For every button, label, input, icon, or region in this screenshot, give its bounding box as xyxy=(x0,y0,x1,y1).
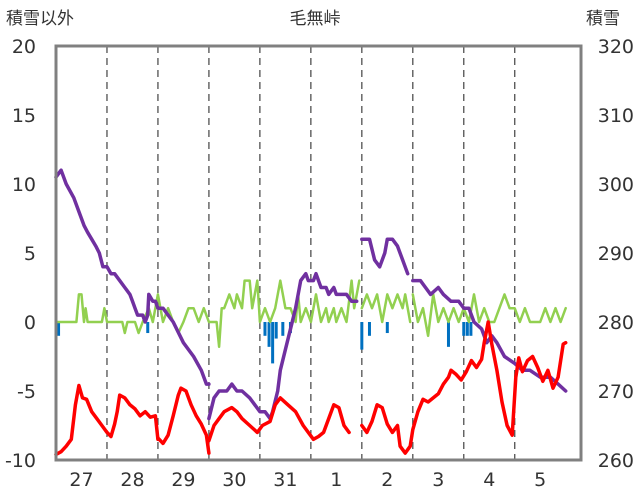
wind-line xyxy=(54,279,361,349)
precipitation-bar xyxy=(281,322,285,336)
x-tick-label: 4 xyxy=(483,469,495,491)
x-tick-label: 3 xyxy=(432,469,444,491)
precipitation-bar xyxy=(385,322,389,334)
precipitation-bar xyxy=(267,322,271,347)
snow_depth-line xyxy=(207,271,359,421)
right-tick-label: 270 xyxy=(598,381,634,403)
right-tick-label: 280 xyxy=(598,312,634,334)
x-tick-label: 5 xyxy=(534,469,546,491)
temperature-line xyxy=(156,386,211,455)
x-tick-label: 29 xyxy=(171,469,195,491)
left-tick-label: -5 xyxy=(17,381,36,403)
precipitation-bar xyxy=(360,322,364,350)
x-tick-label: 1 xyxy=(330,469,342,491)
right-axis-title: 積雪 xyxy=(586,9,620,29)
right-tick-label: 310 xyxy=(598,105,634,127)
left-tick-label: 10 xyxy=(12,174,36,196)
wind-line xyxy=(360,293,412,324)
left-tick-label: 15 xyxy=(12,105,36,127)
chart-title: 毛無峠 xyxy=(290,9,341,29)
x-tick-label: 28 xyxy=(120,469,144,491)
right-tick-label: 260 xyxy=(598,450,634,472)
snow_depth-line xyxy=(54,168,211,386)
precipitation-bar xyxy=(146,322,150,334)
precipitation-bars xyxy=(57,322,473,364)
precipitation-bar xyxy=(57,322,61,336)
precipitation-bar xyxy=(469,322,473,336)
precipitation-bar xyxy=(271,322,275,364)
left-tick-label: 5 xyxy=(24,243,36,265)
temperature-line xyxy=(360,320,568,455)
left-tick-label: -10 xyxy=(5,450,36,472)
temperature-line xyxy=(54,383,160,457)
plot-frame xyxy=(54,44,583,462)
right-tick-label: 290 xyxy=(598,243,634,265)
x-tick-label: 31 xyxy=(273,469,297,491)
left-tick-label: 0 xyxy=(24,312,36,334)
grid-lines xyxy=(106,46,516,460)
x-tick-label: 2 xyxy=(381,469,393,491)
left-tick-label: 20 xyxy=(12,36,36,58)
precipitation-bar xyxy=(462,322,466,336)
temperature-line xyxy=(207,396,351,443)
x-tick-label: 30 xyxy=(222,469,246,491)
snow_depth-line xyxy=(411,278,568,393)
right-tick-label: 320 xyxy=(598,36,634,58)
x-tick-label: 27 xyxy=(69,469,93,491)
series-lines xyxy=(54,168,568,457)
precipitation-bar xyxy=(465,322,469,336)
left-axis-title: 積雪以外 xyxy=(6,9,74,29)
precipitation-bar xyxy=(274,322,278,339)
wind-line xyxy=(411,293,567,338)
precipitation-bar xyxy=(367,322,371,336)
precipitation-bar xyxy=(263,322,267,336)
snow_depth-line xyxy=(360,237,410,276)
right-tick-label: 300 xyxy=(598,174,634,196)
precipitation-bar xyxy=(446,322,450,347)
